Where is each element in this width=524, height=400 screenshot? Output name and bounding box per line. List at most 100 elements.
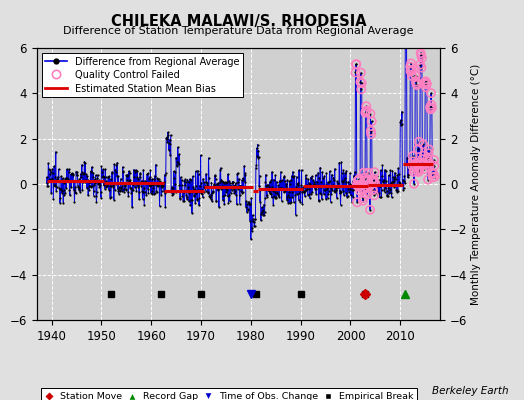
Point	[326, 178, 334, 184]
Point	[290, 173, 299, 179]
Point	[68, 170, 76, 177]
Point	[235, 183, 244, 189]
Point	[181, 179, 190, 185]
Point	[365, 183, 374, 190]
Point	[408, 73, 416, 79]
Point	[218, 178, 226, 184]
Point	[317, 184, 325, 190]
Point	[227, 182, 236, 189]
Point	[182, 196, 191, 202]
Point	[191, 200, 200, 206]
Point	[401, 36, 410, 42]
Point	[423, 80, 431, 87]
Point	[333, 195, 341, 201]
Point	[229, 178, 237, 185]
Point	[130, 174, 138, 180]
Point	[320, 191, 328, 197]
Point	[367, 118, 376, 124]
Point	[57, 186, 65, 192]
Point	[143, 171, 151, 178]
Point	[47, 169, 55, 175]
Point	[72, 168, 80, 175]
Point	[179, 188, 187, 194]
Point	[72, 172, 81, 178]
Point	[415, 139, 423, 145]
Point	[185, 198, 193, 204]
Point	[256, 187, 265, 193]
Point	[164, 132, 172, 139]
Point	[192, 189, 201, 196]
Point	[412, 78, 420, 85]
Point	[214, 180, 222, 186]
Point	[390, 184, 398, 190]
Point	[112, 168, 120, 175]
Point	[119, 188, 128, 195]
Point	[49, 182, 58, 188]
Point	[145, 182, 154, 188]
Point	[419, 141, 428, 148]
Point	[228, 180, 236, 186]
Point	[418, 55, 426, 61]
Point	[59, 200, 68, 206]
Point	[350, 186, 358, 192]
Point	[423, 155, 432, 162]
Point	[255, 172, 264, 179]
Point	[381, 166, 389, 173]
Point	[212, 198, 221, 204]
Point	[157, 188, 166, 194]
Point	[238, 177, 246, 183]
Point	[95, 184, 104, 190]
Point	[137, 178, 146, 184]
Point	[403, 162, 411, 168]
Point	[355, 182, 364, 188]
Point	[109, 184, 117, 190]
Point	[97, 194, 105, 201]
Point	[366, 206, 374, 213]
Point	[412, 80, 421, 87]
Point	[121, 182, 129, 189]
Point	[110, 181, 118, 187]
Point	[287, 177, 295, 183]
Point	[213, 181, 221, 187]
Point	[174, 159, 182, 166]
Point	[369, 186, 377, 193]
Point	[427, 102, 435, 108]
Point	[137, 183, 146, 189]
Point	[404, 172, 412, 178]
Point	[346, 186, 355, 192]
Point	[48, 166, 57, 172]
Point	[283, 192, 292, 198]
Point	[122, 186, 130, 193]
Point	[307, 183, 315, 189]
Point	[394, 188, 402, 194]
Point	[221, 192, 230, 198]
Point	[230, 190, 238, 196]
Point	[154, 175, 162, 182]
Point	[424, 176, 432, 183]
Point	[361, 110, 369, 116]
Point	[63, 176, 72, 182]
Point	[161, 190, 169, 196]
Point	[180, 198, 188, 204]
Point	[370, 169, 379, 176]
Point	[342, 179, 350, 185]
Point	[89, 170, 97, 176]
Point	[185, 190, 194, 196]
Point	[49, 170, 57, 176]
Point	[340, 177, 348, 183]
Point	[425, 164, 433, 170]
Point	[115, 184, 124, 190]
Point	[393, 189, 401, 195]
Point	[429, 170, 438, 177]
Point	[334, 184, 343, 190]
Point	[312, 186, 321, 192]
Point	[248, 225, 256, 231]
Point	[354, 177, 363, 184]
Point	[414, 146, 422, 152]
Point	[380, 186, 388, 193]
Point	[169, 184, 177, 191]
Point	[156, 179, 165, 185]
Point	[173, 163, 182, 169]
Point	[151, 172, 159, 179]
Point	[279, 186, 288, 192]
